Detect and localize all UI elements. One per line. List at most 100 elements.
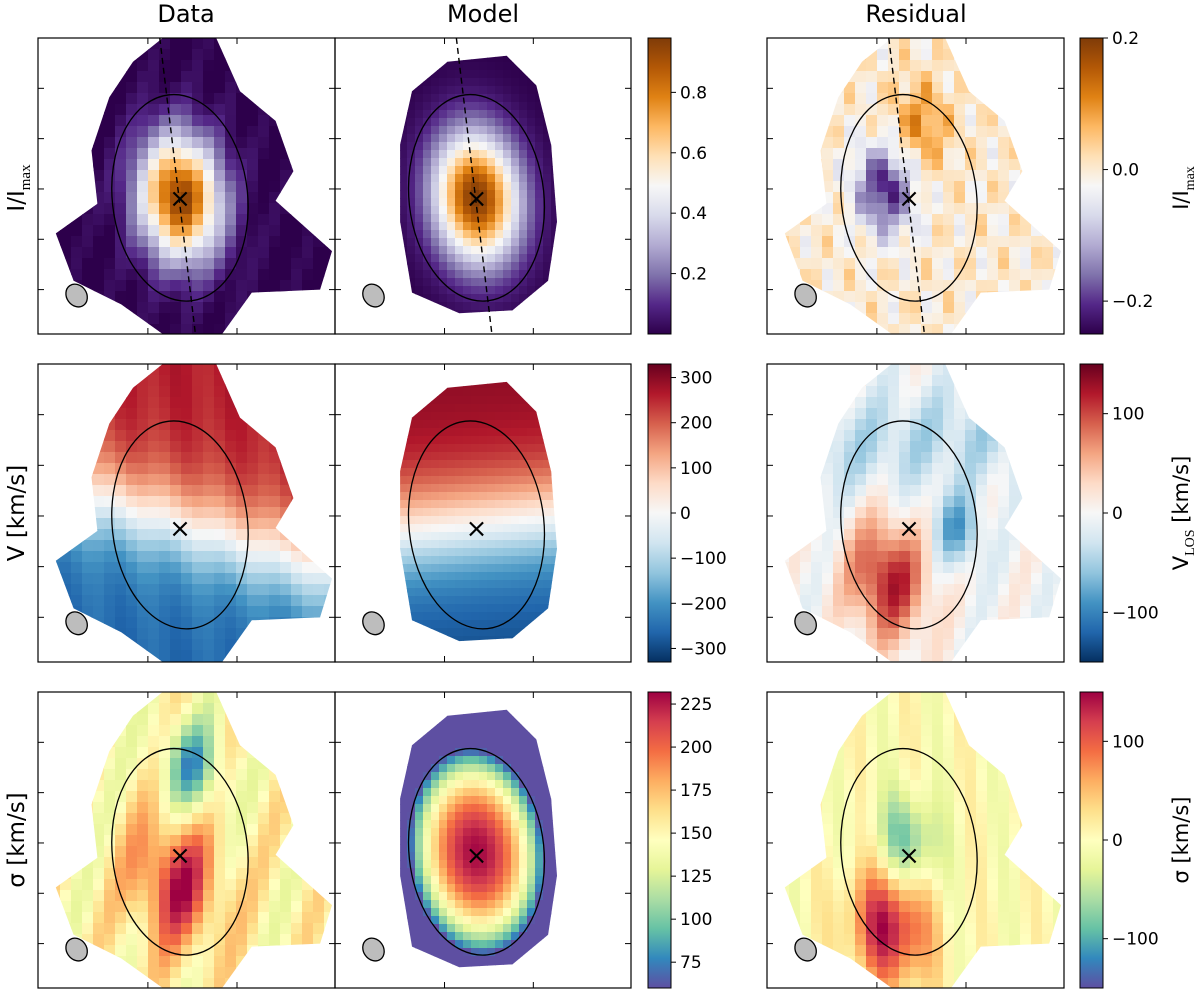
map-pixel — [159, 441, 171, 453]
map-pixel — [833, 82, 845, 94]
map-pixel — [447, 198, 456, 207]
map-pixel — [115, 60, 127, 72]
map-pixel — [535, 372, 544, 381]
map-pixel — [511, 230, 520, 239]
map-pixel — [583, 612, 592, 621]
map-pixel — [38, 71, 50, 83]
map-pixel — [615, 476, 624, 485]
map-pixel — [932, 236, 944, 248]
map-pixel — [1042, 192, 1054, 204]
map-pixel — [463, 326, 472, 335]
map-pixel — [954, 225, 966, 237]
map-pixel — [383, 460, 392, 469]
map-pixel — [383, 492, 392, 501]
map-pixel — [104, 60, 116, 72]
map-pixel — [910, 71, 922, 83]
map-pixel — [170, 258, 182, 270]
map-pixel — [551, 412, 557, 421]
map-pixel — [519, 214, 528, 223]
map-pixel — [800, 247, 812, 259]
map-pixel — [599, 380, 608, 389]
map-pixel — [313, 280, 325, 292]
map-pixel — [71, 375, 83, 387]
map-pixel — [82, 269, 94, 281]
map-pixel — [383, 596, 392, 605]
map-pixel — [214, 617, 226, 629]
map-pixel — [203, 291, 215, 303]
map-pixel — [575, 286, 584, 295]
map-pixel — [324, 529, 333, 541]
map-pixel — [367, 580, 376, 589]
map-pixel — [383, 102, 392, 111]
map-pixel — [126, 617, 138, 629]
map-pixel — [126, 71, 138, 83]
map-pixel — [615, 238, 624, 247]
map-pixel — [71, 540, 83, 552]
map-pixel — [519, 38, 528, 47]
map-pixel — [503, 444, 512, 453]
map-pixel — [495, 420, 504, 429]
map-pixel — [407, 588, 416, 597]
map-pixel — [431, 428, 440, 437]
map-pixel — [93, 38, 105, 50]
map-pixel — [519, 190, 528, 199]
map-pixel — [375, 190, 384, 199]
map-pixel — [789, 214, 801, 226]
map-pixel — [280, 397, 292, 409]
map-pixel — [192, 181, 204, 193]
map-pixel — [455, 270, 464, 279]
map-pixel — [487, 150, 496, 159]
map-pixel — [170, 247, 182, 259]
map-pixel — [551, 198, 557, 207]
map-pixel — [159, 639, 171, 651]
map-pixel — [503, 404, 512, 413]
map-pixel — [575, 420, 584, 429]
map-pixel — [291, 181, 303, 193]
map-pixel — [82, 441, 94, 453]
map-pixel — [455, 238, 464, 247]
map-pixel — [1042, 269, 1054, 281]
map-pixel — [932, 291, 944, 303]
map-pixel — [575, 310, 584, 319]
map-pixel — [447, 46, 456, 55]
map-pixel — [943, 214, 955, 226]
map-pixel — [559, 508, 568, 517]
map-pixel — [567, 428, 576, 437]
map-pixel — [439, 294, 448, 303]
map-pixel — [543, 396, 552, 405]
map-pixel — [181, 661, 193, 662]
map-pixel — [407, 436, 416, 445]
map-pixel — [551, 46, 560, 55]
map-pixel — [479, 166, 488, 175]
map-pixel — [543, 246, 552, 255]
map-pixel — [877, 302, 889, 314]
map-pixel — [519, 158, 528, 167]
map-pixel — [527, 452, 536, 461]
map-pixel — [407, 628, 416, 637]
map-pixel — [527, 636, 536, 642]
map-pixel — [535, 556, 544, 565]
map-pixel — [324, 540, 333, 552]
map-pixel — [137, 474, 149, 486]
map-pixel — [359, 326, 368, 335]
map-pixel — [359, 500, 368, 509]
map-pixel — [615, 142, 624, 151]
map-pixel — [543, 134, 552, 143]
map-pixel — [447, 540, 456, 549]
map-pixel — [1053, 225, 1061, 237]
map-pixel — [214, 397, 226, 409]
map-pixel — [236, 170, 248, 182]
map-pixel — [431, 302, 440, 311]
map-pixel — [921, 38, 933, 50]
map-pixel — [998, 313, 1010, 325]
map-pixel — [181, 595, 193, 607]
map-pixel — [415, 412, 424, 421]
map-pixel — [359, 460, 368, 469]
map-pixel — [527, 222, 536, 231]
map-pixel — [784, 247, 790, 259]
column-title-residual: Residual — [865, 0, 966, 28]
map-pixel — [159, 38, 171, 50]
map-pixel — [527, 302, 536, 311]
map-pixel — [351, 380, 360, 389]
map-pixel — [343, 388, 352, 397]
